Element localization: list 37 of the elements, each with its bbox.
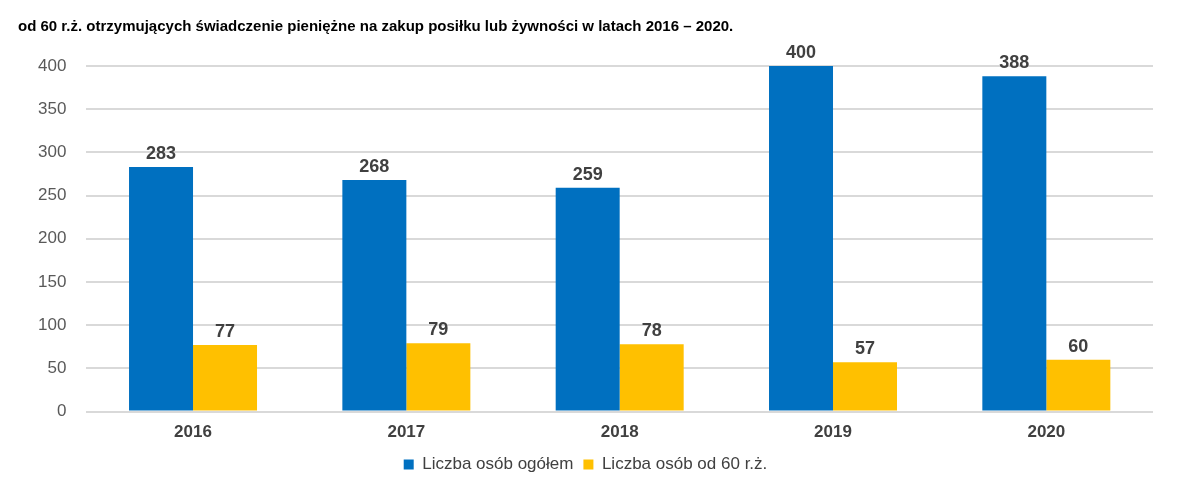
data-label: 400 [785,41,817,62]
bar [555,187,620,411]
data-label: 388 [999,52,1030,73]
data-label: 78 [641,320,662,341]
data-label: 57 [854,338,876,359]
data-label: 283 [146,143,177,164]
y-tick-label: 250 [37,185,67,205]
bar [619,344,684,411]
y-tick-label: 300 [37,142,67,162]
x-tick-label: 2016 [174,422,212,442]
x-tick-label: 2018 [600,422,639,442]
y-tick-label: 350 [37,98,67,118]
y-tick-label: 100 [37,314,67,334]
legend-label: Liczba osób od 60 r.ż. [601,454,768,474]
y-tick-label: 50 [47,358,67,378]
x-tick-label: 2019 [814,422,852,442]
x-tick-label: 2020 [1027,422,1066,442]
y-tick-label: 400 [37,55,67,75]
data-label: 268 [359,156,390,177]
data-label: 259 [572,163,603,184]
chart-title: od 60 r.ż. otrzymujących świadczenie pieniężne na zakup posiłku lub żywności w latach 2016 – 2020. [18,17,734,35]
bar [769,66,834,411]
bar [1046,359,1111,411]
y-tick-label: 0 [56,401,67,421]
data-label: 77 [215,321,236,342]
legend-label: Liczba osób ogółem [422,454,574,474]
bar [406,343,471,411]
y-tick-label: 200 [37,228,67,248]
bar [833,362,898,411]
y-tick-label: 150 [37,271,67,291]
data-label: 79 [428,319,449,340]
bar [342,180,407,411]
bar [129,167,194,411]
data-label: 60 [1068,335,1089,356]
bar [193,345,258,411]
x-tick-label: 2017 [387,422,426,442]
bar [982,76,1047,411]
